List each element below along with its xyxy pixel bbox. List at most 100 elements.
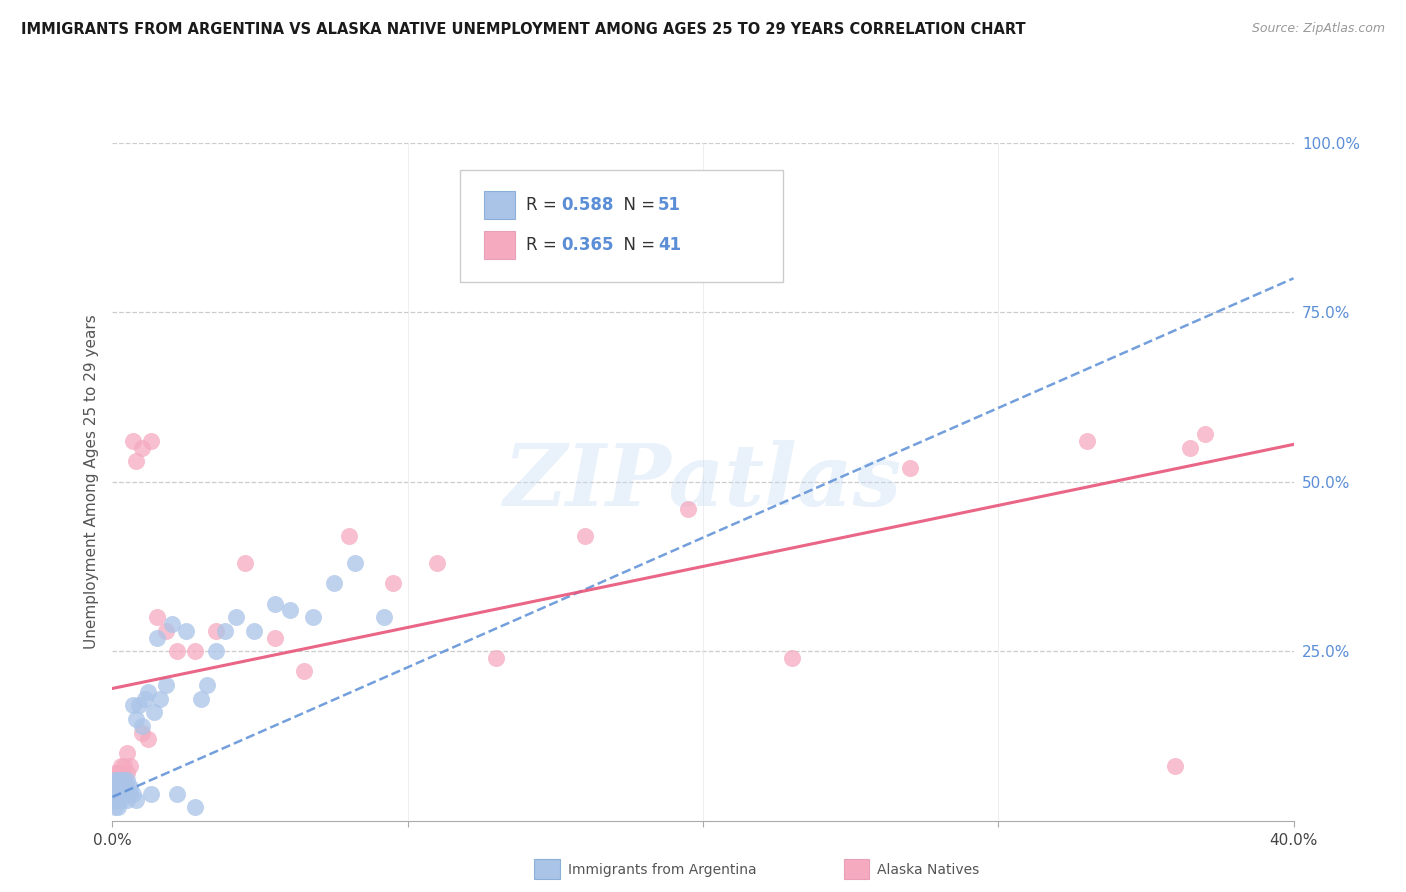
Point xyxy=(110,759,132,773)
Point xyxy=(110,787,132,801)
Text: R =: R = xyxy=(526,236,562,254)
Point xyxy=(104,787,127,801)
Text: 0.588: 0.588 xyxy=(561,196,613,214)
Text: 41: 41 xyxy=(658,236,681,254)
Point xyxy=(107,772,129,787)
Point xyxy=(214,624,236,638)
Point xyxy=(1194,427,1216,442)
Point xyxy=(485,651,508,665)
Point xyxy=(264,631,287,645)
Point xyxy=(125,454,148,468)
Point xyxy=(117,780,138,794)
Point xyxy=(1178,441,1201,455)
Point xyxy=(104,787,127,801)
Point xyxy=(139,434,162,448)
Text: Source: ZipAtlas.com: Source: ZipAtlas.com xyxy=(1251,22,1385,36)
Point xyxy=(110,772,132,787)
Point xyxy=(117,772,138,787)
Point xyxy=(120,759,142,773)
Point xyxy=(337,529,360,543)
Point xyxy=(112,772,135,787)
Point xyxy=(112,780,135,794)
Point xyxy=(382,576,405,591)
Point xyxy=(343,556,366,570)
Point xyxy=(184,644,207,658)
Point xyxy=(122,434,145,448)
Point xyxy=(225,610,247,624)
Point xyxy=(292,665,315,679)
Point xyxy=(120,787,142,801)
Point xyxy=(112,787,135,801)
Point xyxy=(146,610,169,624)
Point xyxy=(107,793,129,807)
Point xyxy=(122,787,145,801)
Point xyxy=(104,766,127,780)
Point xyxy=(323,576,346,591)
Point xyxy=(131,719,153,733)
Point xyxy=(131,725,153,739)
Point xyxy=(120,780,142,794)
Point xyxy=(426,556,449,570)
Text: IMMIGRANTS FROM ARGENTINA VS ALASKA NATIVE UNEMPLOYMENT AMONG AGES 25 TO 29 YEAR: IMMIGRANTS FROM ARGENTINA VS ALASKA NATI… xyxy=(21,22,1026,37)
Point xyxy=(112,759,135,773)
Point xyxy=(107,766,129,780)
Point xyxy=(112,772,135,787)
Point xyxy=(136,685,159,699)
Point xyxy=(190,691,212,706)
Point xyxy=(278,603,301,617)
Point xyxy=(155,624,177,638)
Text: 51: 51 xyxy=(658,196,681,214)
Y-axis label: Unemployment Among Ages 25 to 29 years: Unemployment Among Ages 25 to 29 years xyxy=(83,314,98,649)
Point xyxy=(107,780,129,794)
Point xyxy=(184,800,207,814)
Text: R =: R = xyxy=(526,196,562,214)
Point xyxy=(117,793,138,807)
Text: 0.365: 0.365 xyxy=(561,236,613,254)
Point xyxy=(233,556,256,570)
Point xyxy=(139,787,162,801)
Point xyxy=(104,780,127,794)
Point xyxy=(107,780,129,794)
Text: Immigrants from Argentina: Immigrants from Argentina xyxy=(568,863,756,877)
Point xyxy=(574,529,596,543)
Point xyxy=(110,780,132,794)
Point xyxy=(110,766,132,780)
Point xyxy=(264,597,287,611)
Point xyxy=(128,698,150,713)
Point xyxy=(195,678,218,692)
Point xyxy=(205,644,228,658)
Text: ZIPatlas: ZIPatlas xyxy=(503,440,903,524)
Point xyxy=(104,793,127,807)
Text: N =: N = xyxy=(613,196,661,214)
Point xyxy=(373,610,395,624)
Point xyxy=(243,624,266,638)
Point xyxy=(1076,434,1098,448)
Point xyxy=(166,787,188,801)
Point xyxy=(125,793,148,807)
Point xyxy=(780,651,803,665)
Point xyxy=(131,441,153,455)
Point xyxy=(104,800,127,814)
Text: N =: N = xyxy=(613,236,661,254)
Point xyxy=(136,732,159,747)
Point xyxy=(142,705,165,719)
Point xyxy=(1164,759,1187,773)
Point xyxy=(107,772,129,787)
Point xyxy=(174,624,197,638)
Point xyxy=(898,461,921,475)
Text: Alaska Natives: Alaska Natives xyxy=(877,863,980,877)
Point xyxy=(302,610,325,624)
Point xyxy=(104,772,127,787)
Point xyxy=(134,691,156,706)
Point xyxy=(117,766,138,780)
Point xyxy=(104,772,127,787)
Point xyxy=(117,746,138,760)
Point xyxy=(155,678,177,692)
Point xyxy=(146,631,169,645)
Point xyxy=(104,780,127,794)
Point xyxy=(122,698,145,713)
Point xyxy=(166,644,188,658)
Point xyxy=(110,772,132,787)
Point xyxy=(678,501,700,516)
Point xyxy=(160,617,183,632)
